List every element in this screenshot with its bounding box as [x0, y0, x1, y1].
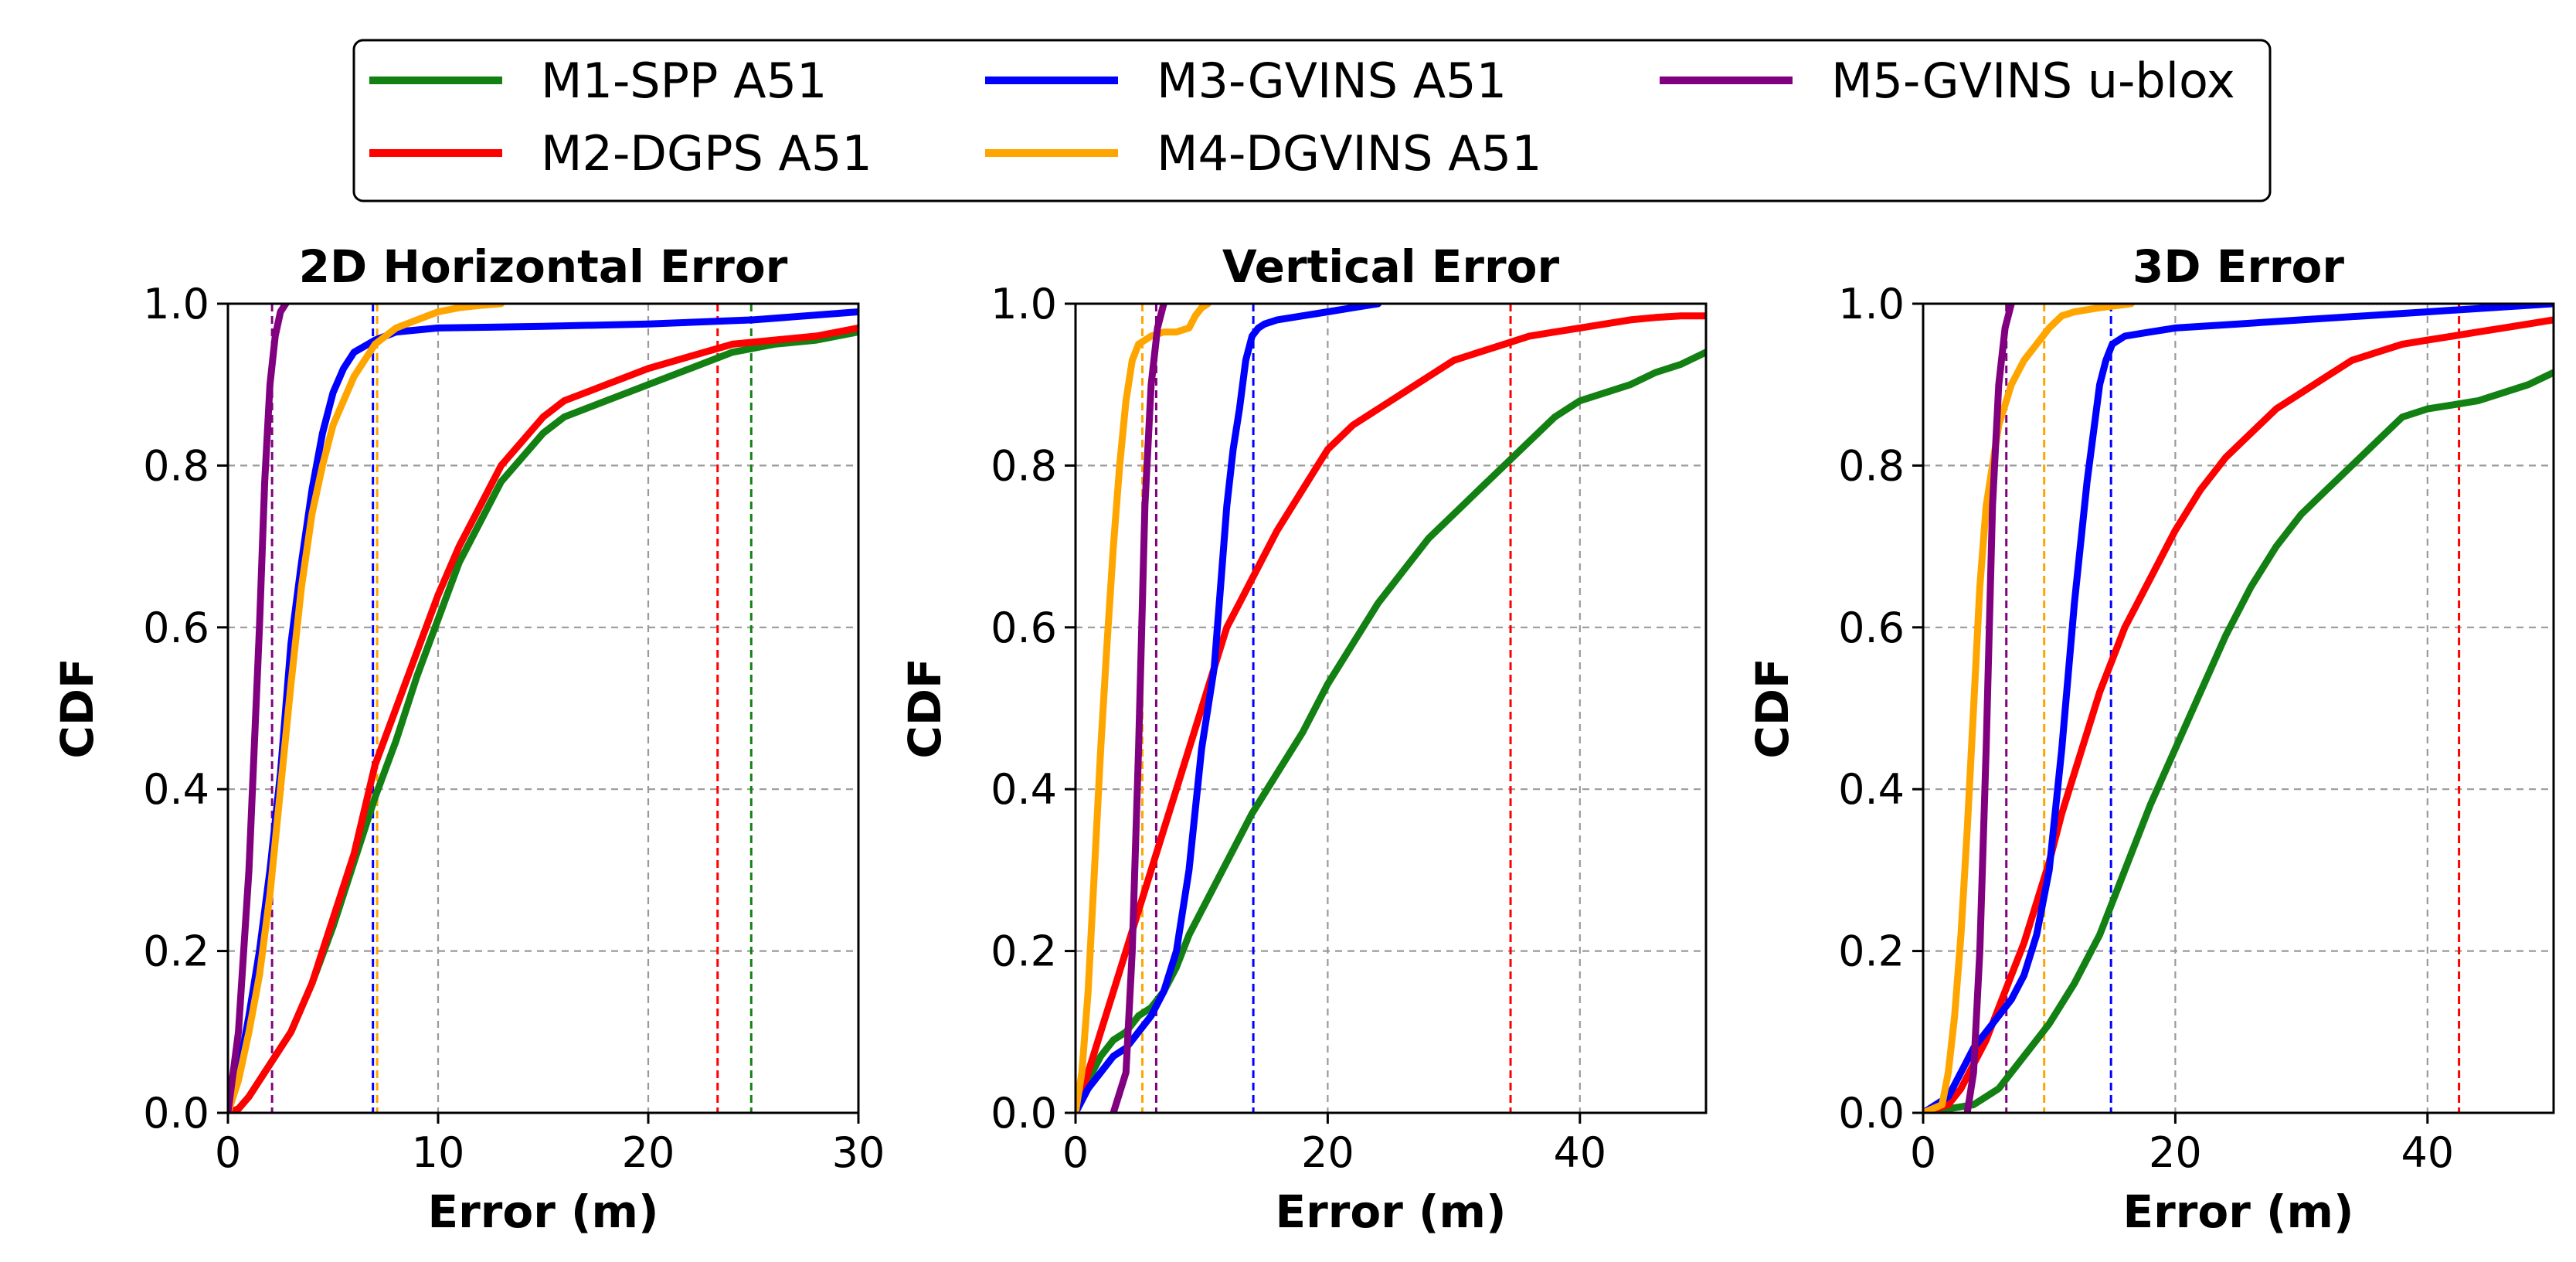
x-axis-label: Error (m) [2123, 1185, 2354, 1238]
series-line-m4-dgvins-a51 [1076, 304, 1212, 1113]
x-tick-label: 40 [1553, 1128, 1606, 1177]
y-tick-label: 0.0 [1838, 1089, 1905, 1138]
y-tick-label: 0.8 [143, 441, 209, 490]
series-line-m1-spp-a51 [1076, 349, 1706, 1113]
panel-title: 3D Error [2133, 240, 2344, 293]
series-line-m3-gvins-a51 [1923, 304, 2554, 1113]
axes-frame [1922, 302, 2555, 1114]
series-line-m2-dgps-a51 [1076, 312, 1706, 1113]
plot-area [1923, 304, 2554, 1113]
axes-frame [226, 302, 860, 1114]
x-tick-label: 20 [622, 1128, 675, 1177]
y-tick-label: 0.4 [1838, 765, 1905, 814]
y-tick-label: 0.6 [1838, 604, 1905, 652]
x-tick-label: 10 [412, 1128, 465, 1177]
y-tick-label: 0.2 [991, 927, 1057, 976]
panel-2d-horizontal-error: 0 10 20 30 0.0 0.2 0.4 0.6 0.8 1.0 2D Horizontal E… [51, 240, 885, 1238]
y-tick-label: 0.2 [143, 927, 209, 976]
y-tick-label: 1.0 [991, 280, 1057, 328]
x-tick-label: 20 [1301, 1128, 1354, 1177]
x-axis-label: Error (m) [428, 1185, 659, 1238]
panel-title: Vertical Error [1222, 240, 1560, 293]
legend-label-m5-gvins-u-blox: M5-GVINS u-blox [1831, 53, 2235, 109]
y-tick-label: 0.6 [143, 604, 209, 652]
y-tick-label: 0.2 [1838, 927, 1905, 976]
panel-vertical-error: 0 20 40 0.0 0.2 0.4 0.6 0.8 1.0 Vertical Error Err… [899, 240, 1708, 1238]
y-tick-label: 0.0 [991, 1089, 1057, 1138]
x-tick-label: 20 [2149, 1128, 2202, 1177]
plot-area [228, 304, 858, 1113]
x-tick-label: 0 [215, 1128, 241, 1177]
y-tick-label: 0.4 [143, 765, 209, 814]
y-axis-label: CDF [51, 658, 104, 758]
y-tick-label: 1.0 [1838, 280, 1905, 328]
series-line-m5-gvins-u-blox [1110, 304, 1167, 1113]
y-tick-label: 0.6 [991, 604, 1057, 652]
x-tick-label: 40 [2401, 1128, 2454, 1177]
series-line-m4-dgvins-a51 [228, 304, 505, 1113]
x-tick-label: 0 [1910, 1128, 1936, 1177]
y-tick-label: 0.0 [143, 1089, 209, 1138]
panel-title: 2D Horizontal Error [299, 240, 788, 293]
panel-3d-error: 0 20 40 0.0 0.2 0.4 0.6 0.8 1.0 3D Error Error (m)… [1746, 240, 2555, 1238]
legend: M1-SPP A51 M2-DGPS A51 M3-GVINS A51 M4-DGVI… [352, 39, 2272, 202]
legend-label-m3-gvins-a51: M3-GVINS A51 [1157, 53, 1507, 109]
axes-frame [1074, 302, 1708, 1114]
y-tick-label: 0.8 [1838, 441, 1905, 490]
x-tick-label: 30 [832, 1128, 885, 1177]
y-tick-label: 0.4 [991, 765, 1057, 814]
legend-label-m4-dgvins-a51: M4-DGVINS A51 [1157, 125, 1542, 182]
x-tick-label: 0 [1062, 1128, 1089, 1177]
y-axis-label: CDF [899, 658, 951, 758]
y-tick-label: 1.0 [143, 280, 209, 328]
series-line-m2-dgps-a51 [228, 324, 858, 1113]
legend-label-m1-spp-a51: M1-SPP A51 [541, 53, 827, 109]
y-tick-label: 0.8 [991, 441, 1057, 490]
y-axis-label: CDF [1746, 658, 1799, 758]
plot-area [1076, 304, 1706, 1113]
legend-label-m2-dgps-a51: M2-DGPS A51 [541, 125, 872, 182]
x-axis-label: Error (m) [1276, 1185, 1507, 1238]
series-line-m4-dgvins-a51 [1923, 304, 2135, 1113]
series-line-m2-dgps-a51 [1923, 316, 2554, 1113]
series-line-m5-gvins-u-blox [1963, 304, 2015, 1113]
series-line-m1-spp-a51 [1923, 369, 2554, 1113]
panels: 0 10 20 30 0.0 0.2 0.4 0.6 0.8 1.0 2D Horizontal E… [51, 240, 2555, 1238]
series-line-m5-gvins-u-blox [228, 304, 290, 1113]
